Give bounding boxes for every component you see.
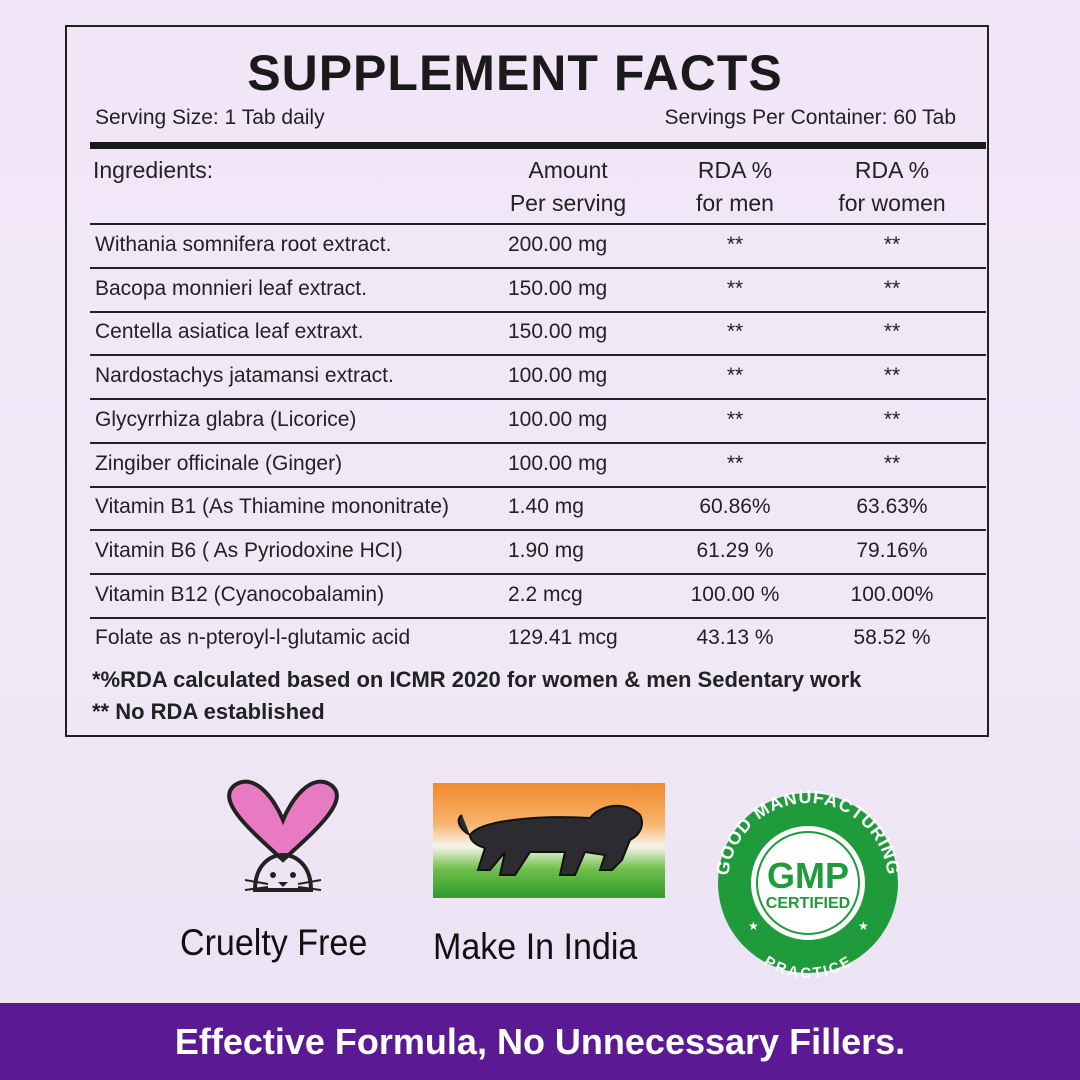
servings-per-container: Servings Per Container: 60 Tab bbox=[664, 106, 956, 129]
title: SUPPLEMENT FACTS bbox=[247, 45, 783, 101]
amount: 100.00 mg bbox=[508, 364, 608, 388]
gmp-main: GMP bbox=[767, 855, 849, 896]
badges: GOOD MANUFACTURING PRACTICE GMP CERTIFIE… bbox=[227, 779, 903, 983]
rda: ** bbox=[883, 320, 901, 344]
make-in-india-icon bbox=[433, 783, 665, 898]
row-rule bbox=[90, 398, 986, 401]
rda: 43.13 % bbox=[696, 626, 774, 650]
ingredient: Vitamin B1 (As Thiamine mononitrate) bbox=[95, 495, 450, 519]
column-header: RDA % bbox=[697, 157, 773, 183]
ingredient: Withania somnifera root extract. bbox=[95, 233, 392, 256]
row-rule bbox=[90, 354, 986, 357]
rda: ** bbox=[726, 233, 744, 256]
amount: 1.90 mg bbox=[508, 538, 584, 562]
ingredient: Bacopa monnieri leaf extract. bbox=[95, 276, 367, 300]
row-rule bbox=[90, 310, 986, 313]
column-header: Ingredients: bbox=[93, 157, 214, 183]
caption: Make In India bbox=[433, 926, 638, 967]
banner: Effective Formula, No Unnecessary Filler… bbox=[0, 1003, 1080, 1080]
ingredient: Vitamin B6 ( As Pyriodoxine HCI) bbox=[95, 538, 403, 562]
footnote: *%RDA calculated based on ICMR 2020 for … bbox=[92, 667, 862, 692]
column-header: RDA % bbox=[854, 157, 930, 183]
rda: 63.63% bbox=[856, 495, 928, 519]
row-rule bbox=[90, 529, 986, 532]
rda: 79.16% bbox=[856, 538, 928, 562]
rda: ** bbox=[726, 276, 744, 300]
ingredient: Folate as n-pteroyl-l-glutamic acid bbox=[95, 626, 411, 650]
caption: Cruelty Free bbox=[180, 922, 368, 963]
rda: ** bbox=[883, 364, 901, 388]
rda: ** bbox=[883, 233, 901, 256]
gmp-sub: CERTIFIED bbox=[766, 895, 850, 912]
rda: ** bbox=[726, 451, 744, 475]
rda: 100.00 % bbox=[690, 582, 780, 606]
ingredient: Centella asiatica leaf extraxt. bbox=[95, 320, 364, 344]
column-header: for men bbox=[696, 190, 774, 216]
cruelty-free-icon bbox=[227, 779, 339, 892]
rda: ** bbox=[726, 364, 744, 388]
svg-text:★: ★ bbox=[858, 919, 869, 933]
row-rule bbox=[90, 223, 986, 225]
amount: 2.2 mcg bbox=[508, 582, 583, 606]
row-rule bbox=[90, 441, 986, 444]
amount: 100.00 mg bbox=[508, 451, 608, 475]
amount: 200.00 mg bbox=[508, 233, 608, 256]
column-header: Amount bbox=[528, 157, 608, 183]
ingredient: Glycyrrhiza glabra (Licorice) bbox=[95, 407, 357, 431]
gmp-badge: GOOD MANUFACTURING PRACTICE GMP CERTIFIE… bbox=[712, 787, 903, 983]
rda: ** bbox=[883, 451, 901, 475]
rda: ** bbox=[883, 407, 901, 431]
footnote: ** No RDA established bbox=[92, 699, 325, 724]
rda: 58.52 % bbox=[853, 626, 931, 650]
rda: 100.00% bbox=[850, 582, 934, 606]
amount: 1.40 mg bbox=[508, 495, 584, 519]
row-rule bbox=[90, 485, 986, 488]
rda: 60.86% bbox=[699, 495, 771, 519]
rda: ** bbox=[726, 407, 744, 431]
thick-rule bbox=[90, 142, 986, 149]
svg-text:★: ★ bbox=[748, 919, 759, 933]
ingredient: Vitamin B12 (Cyanocobalamin) bbox=[95, 582, 385, 606]
row-rule bbox=[90, 572, 986, 575]
column-header: for women bbox=[838, 190, 946, 216]
rda: ** bbox=[726, 320, 744, 344]
ingredient: Zingiber officinale (Ginger) bbox=[95, 451, 343, 475]
amount: 150.00 mg bbox=[508, 320, 608, 344]
facts-box bbox=[65, 25, 989, 737]
ingredient: Nardostachys jatamansi extract. bbox=[95, 364, 394, 388]
row-rule bbox=[90, 616, 986, 619]
rda: 61.29 % bbox=[696, 538, 774, 562]
amount: 100.00 mg bbox=[508, 407, 608, 431]
amount: 129.41 mcg bbox=[508, 626, 618, 650]
serving-size: Serving Size: 1 Tab daily bbox=[95, 106, 325, 129]
column-header: Per serving bbox=[509, 190, 627, 216]
rda: ** bbox=[883, 276, 901, 300]
amount: 150.00 mg bbox=[508, 276, 608, 300]
row-rule bbox=[90, 267, 986, 269]
